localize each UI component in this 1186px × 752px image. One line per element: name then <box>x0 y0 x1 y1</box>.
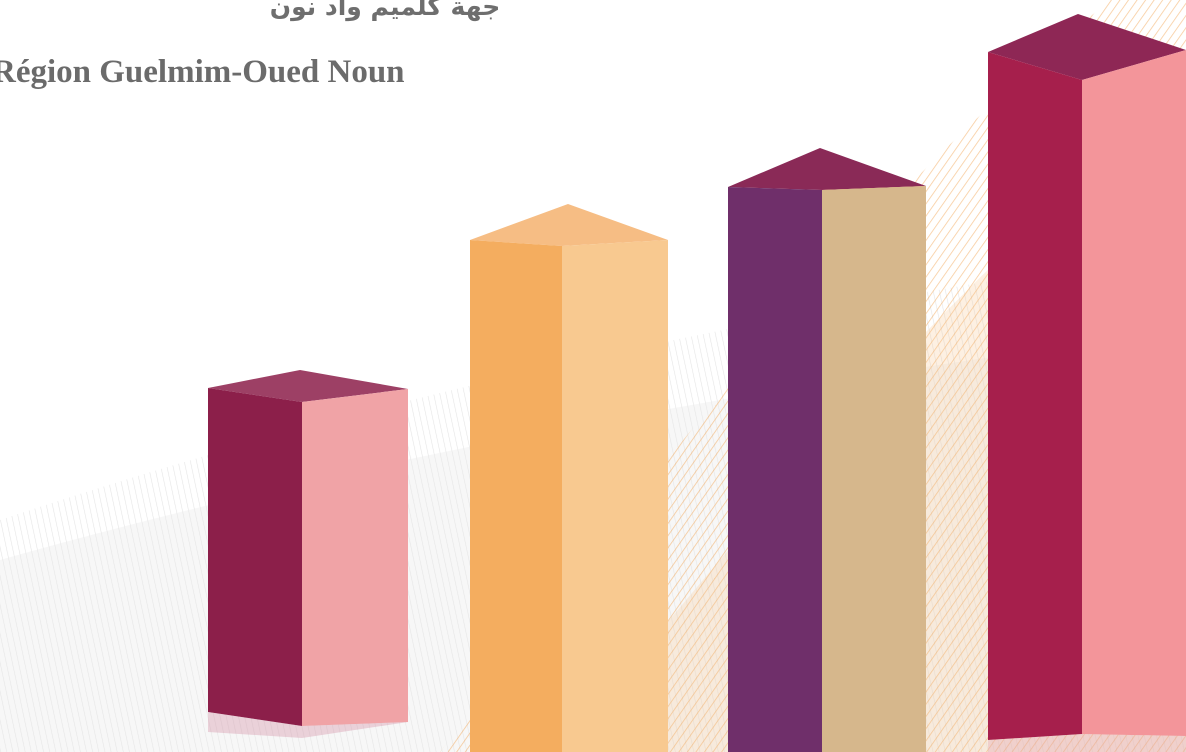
region-title-french: Région Guelmim-Oued Noun <box>0 54 405 90</box>
bar-4-left-face <box>988 52 1082 740</box>
bar-3-top <box>728 148 926 190</box>
floor-reflection <box>208 712 1186 752</box>
bar-2 <box>470 204 668 752</box>
bar-3-left-face <box>728 187 822 752</box>
bar-1-top <box>208 370 408 402</box>
region-title-arabic: جهة كلميم واد نون <box>269 0 501 21</box>
bar-2-left-face <box>470 240 562 752</box>
bar-4 <box>988 14 1186 740</box>
bar-1-right-face <box>302 389 408 726</box>
bar-3-right-face <box>822 186 926 752</box>
bar-3 <box>728 148 926 752</box>
bar-4-right-face <box>1082 50 1186 736</box>
bar-1 <box>208 370 408 726</box>
bar-1-left-face <box>208 388 302 726</box>
bar-2-right-face <box>562 240 668 752</box>
bar-4-top <box>988 14 1186 80</box>
bar-2-top <box>470 204 668 246</box>
